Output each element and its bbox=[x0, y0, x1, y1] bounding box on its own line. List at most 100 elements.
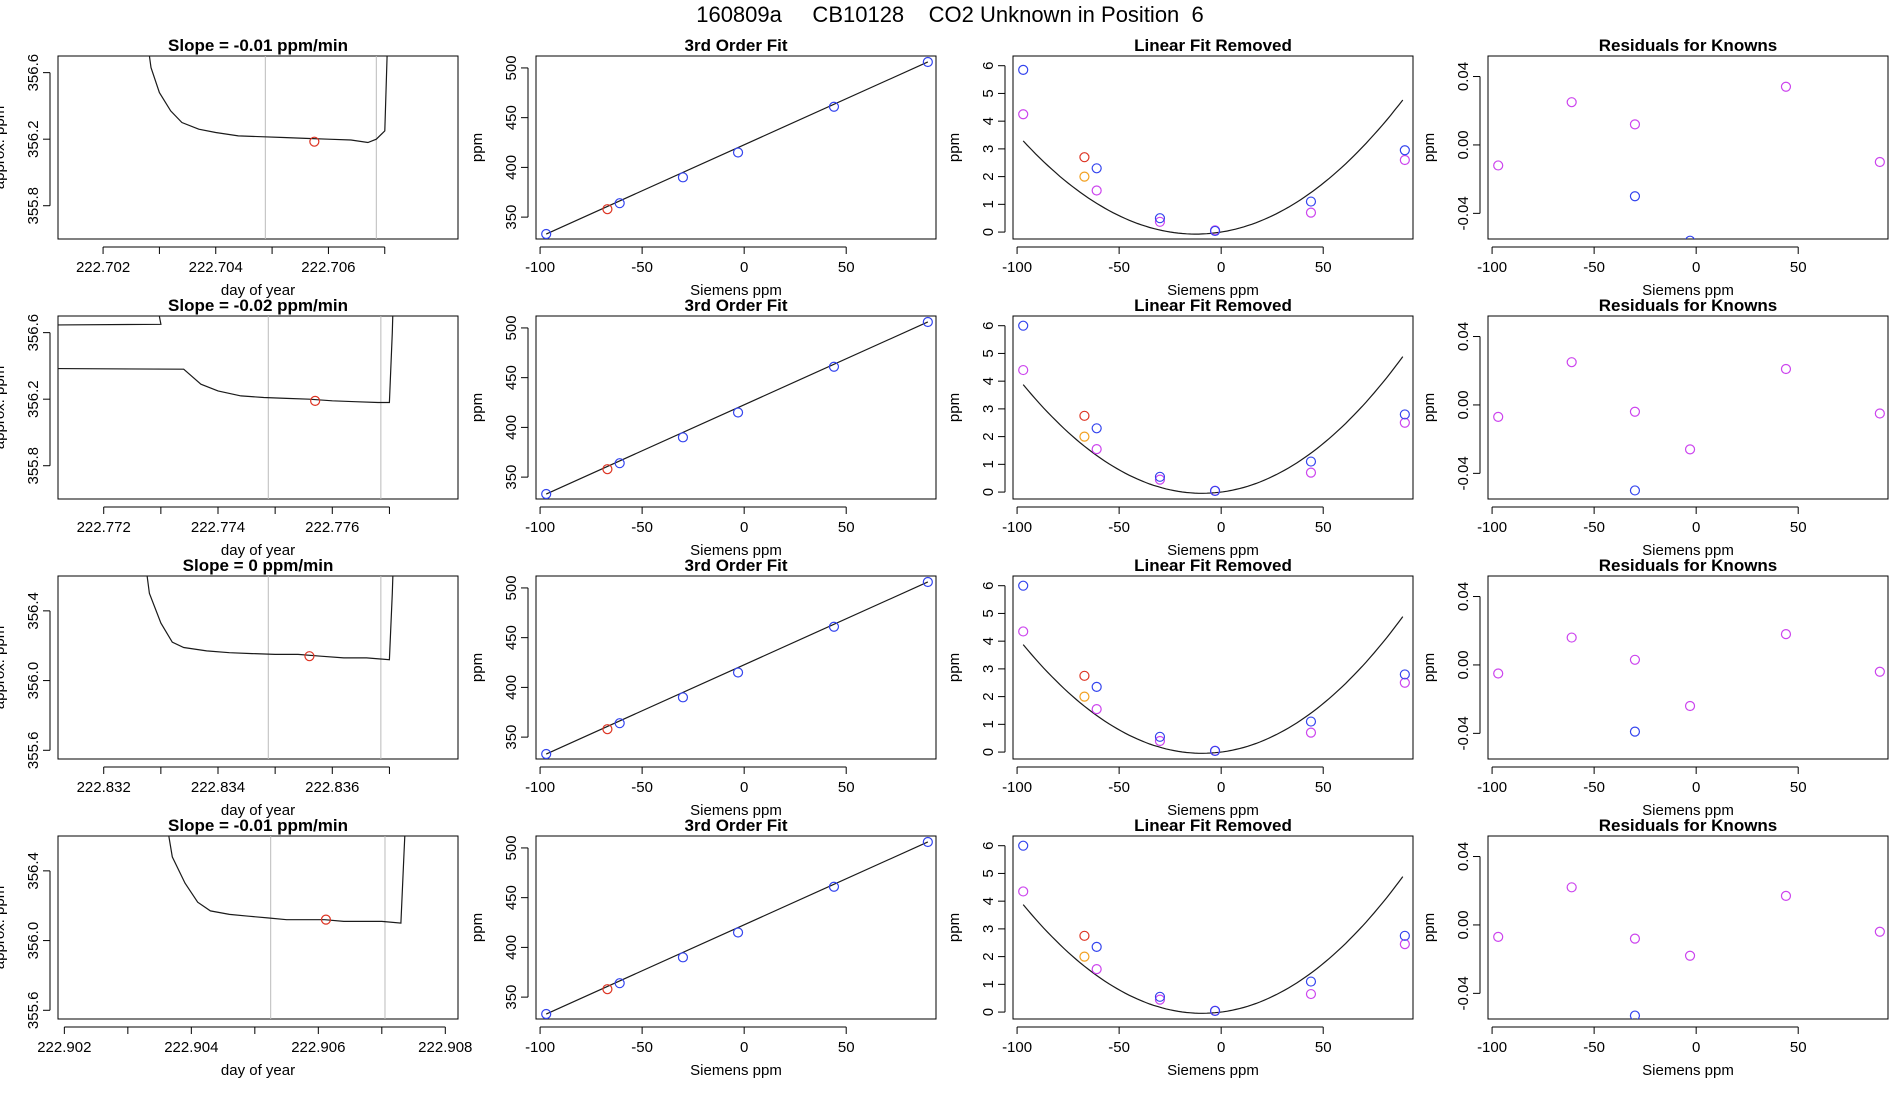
x-tick-label: -50 bbox=[631, 779, 653, 796]
purple-point bbox=[1874, 156, 1885, 168]
blue-point bbox=[922, 576, 933, 588]
x-tick-label: -100 bbox=[1477, 259, 1507, 276]
x-axis-label: day of year bbox=[221, 282, 295, 299]
blue-point bbox=[1091, 681, 1102, 693]
y-tick-label: 0.00 bbox=[1455, 650, 1472, 679]
x-tick-label: 222.902 bbox=[37, 1039, 91, 1056]
blue-point bbox=[1018, 840, 1029, 851]
x-tick-label: 0 bbox=[740, 519, 748, 536]
y-tick-label: 5 bbox=[980, 609, 997, 617]
y-axis-label: ppm bbox=[946, 653, 963, 682]
y-tick-label: 500 bbox=[503, 55, 520, 80]
panel-title: Residuals for Knowns bbox=[1599, 296, 1778, 315]
y-tick-label: 356.2 bbox=[25, 120, 42, 158]
x-tick-label: -50 bbox=[631, 519, 653, 536]
purple-point bbox=[1154, 216, 1166, 227]
blue-point bbox=[1305, 716, 1317, 727]
purple-point bbox=[1154, 735, 1166, 747]
y-tick-label: 2 bbox=[980, 432, 997, 440]
purple-point bbox=[1566, 882, 1577, 893]
blue-point bbox=[614, 458, 625, 469]
y-tick-label: 0 bbox=[980, 228, 997, 236]
fit-curve bbox=[1022, 876, 1404, 1014]
purple-point bbox=[1091, 185, 1102, 196]
blue-point bbox=[1154, 213, 1166, 224]
blue-point bbox=[677, 432, 689, 443]
blue-point bbox=[828, 881, 840, 892]
y-axis-label: approx. ppm bbox=[0, 106, 8, 189]
y-tick-label: 2 bbox=[980, 952, 997, 960]
y-tick-label: 400 bbox=[503, 935, 520, 960]
y-tick-label: 450 bbox=[503, 365, 520, 390]
x-tick-label: 50 bbox=[1315, 779, 1332, 796]
plot-frame bbox=[535, 315, 937, 500]
panel-title: Residuals for Knowns bbox=[1599, 36, 1778, 55]
y-axis-label: ppm bbox=[1421, 393, 1438, 422]
x-tick-label: 50 bbox=[1790, 779, 1807, 796]
orange-point bbox=[1079, 431, 1090, 442]
panel-title: Slope = -0.01 ppm/min bbox=[168, 816, 348, 835]
blue-point bbox=[1154, 991, 1166, 1002]
blue-point bbox=[1018, 320, 1029, 331]
blue-point bbox=[732, 407, 744, 418]
y-tick-label: 355.8 bbox=[25, 447, 42, 485]
x-tick-label: -100 bbox=[525, 519, 555, 536]
purple-point bbox=[1780, 890, 1792, 901]
x-tick-label: 50 bbox=[1315, 259, 1332, 276]
x-tick-label: 50 bbox=[838, 1039, 855, 1056]
y-tick-label: 0 bbox=[980, 488, 997, 496]
panel-linear_removed-2: Linear Fit Removed -100 -50 0 50 Siemens ppm 0… bbox=[946, 296, 1414, 559]
x-tick-label: -50 bbox=[1583, 259, 1605, 276]
y-tick-label: 350 bbox=[503, 985, 520, 1010]
y-tick-label: 6 bbox=[980, 582, 997, 590]
y-tick-label: 350 bbox=[503, 205, 520, 230]
red-point bbox=[602, 204, 613, 215]
y-tick-label: -0.04 bbox=[1455, 716, 1472, 750]
y-tick-label: 356.2 bbox=[25, 380, 42, 418]
y-tick-label: 0.00 bbox=[1455, 130, 1472, 159]
x-tick-label: -100 bbox=[525, 779, 555, 796]
blue-point bbox=[1629, 485, 1641, 496]
x-axis-label: Siemens ppm bbox=[1642, 542, 1734, 559]
blue-point bbox=[1399, 409, 1410, 420]
panel-title: 3rd Order Fit bbox=[685, 36, 788, 55]
blue-point bbox=[541, 228, 552, 239]
y-tick-label: 500 bbox=[503, 315, 520, 340]
purple-point bbox=[1018, 364, 1029, 376]
plot-frame bbox=[535, 55, 937, 240]
x-tick-label: 50 bbox=[1315, 519, 1332, 536]
y-axis-label: ppm bbox=[946, 133, 963, 162]
y-tick-label: 356.4 bbox=[25, 592, 42, 630]
y-axis-label: ppm bbox=[946, 913, 963, 942]
plot-frame bbox=[1487, 315, 1889, 500]
y-tick-label: 1 bbox=[980, 460, 997, 468]
x-tick-label: -50 bbox=[1583, 519, 1605, 536]
ppm-trace bbox=[58, 316, 394, 404]
y-tick-label: 356.0 bbox=[25, 662, 42, 700]
blue-point bbox=[1209, 745, 1221, 757]
blue-point bbox=[1305, 976, 1317, 987]
x-tick-label: 50 bbox=[838, 519, 855, 536]
x-tick-label: 222.832 bbox=[77, 779, 131, 796]
y-tick-label: 355.8 bbox=[25, 187, 42, 225]
x-tick-label: 0 bbox=[1217, 779, 1225, 796]
y-axis-label: approx. ppm bbox=[0, 626, 8, 709]
x-axis-label: Siemens ppm bbox=[690, 802, 782, 819]
purple-point bbox=[1493, 411, 1504, 423]
purple-point bbox=[1566, 357, 1577, 368]
purple-point bbox=[1018, 886, 1029, 897]
y-tick-label: 6 bbox=[980, 842, 997, 850]
x-axis-label: day of year bbox=[221, 802, 295, 819]
y-tick-label: 6 bbox=[980, 62, 997, 70]
y-tick-label: 4 bbox=[980, 897, 997, 905]
plot-frame bbox=[1487, 575, 1889, 760]
red-point bbox=[1079, 930, 1090, 941]
red-point bbox=[1079, 410, 1090, 421]
panel-linear_removed-1: Linear Fit Removed -100 -50 0 50 Siemens ppm 0… bbox=[946, 36, 1414, 299]
x-tick-label: 0 bbox=[1692, 519, 1700, 536]
plot-frame bbox=[1487, 55, 1889, 240]
x-tick-label: 0 bbox=[1217, 1039, 1225, 1056]
y-tick-label: 350 bbox=[503, 465, 520, 490]
fit-curve bbox=[1022, 99, 1404, 235]
plot-frame bbox=[1012, 835, 1414, 1020]
